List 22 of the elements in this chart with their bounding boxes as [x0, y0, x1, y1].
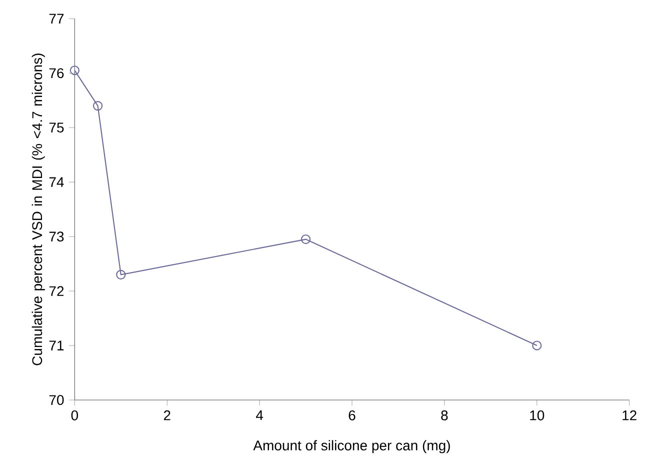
x-tick-label: 10 — [530, 410, 544, 421]
point — [532, 340, 542, 351]
point — [70, 66, 80, 76]
x-tick-label: 6 — [348, 410, 356, 421]
y-tick-label: 73 — [49, 232, 64, 242]
y-axis-title: Cumulative percent VSD in MDI (% <4.7 microns) — [32, 54, 45, 366]
x-tick-label: 0 — [71, 410, 78, 421]
y-tick-label: 76 — [49, 68, 64, 78]
x-tick-label: 4 — [256, 410, 264, 420]
point — [92, 101, 103, 111]
point — [116, 270, 126, 280]
y-tick-label: 71 — [49, 340, 64, 351]
y-tick-label: 74 — [49, 177, 64, 188]
x-tick-label: 12 — [622, 410, 636, 420]
x-tick-label: 8 — [441, 410, 448, 421]
y-tick-label: 70 — [49, 395, 64, 406]
x-axis-title: Amount of silicone per can (mg) — [253, 440, 450, 454]
y-tick-label: 72 — [49, 286, 64, 296]
x-tick-label: 2 — [164, 410, 170, 420]
y-tick-label: 75 — [49, 122, 64, 133]
point — [300, 234, 311, 244]
y-tick-label: 77 — [49, 14, 64, 24]
